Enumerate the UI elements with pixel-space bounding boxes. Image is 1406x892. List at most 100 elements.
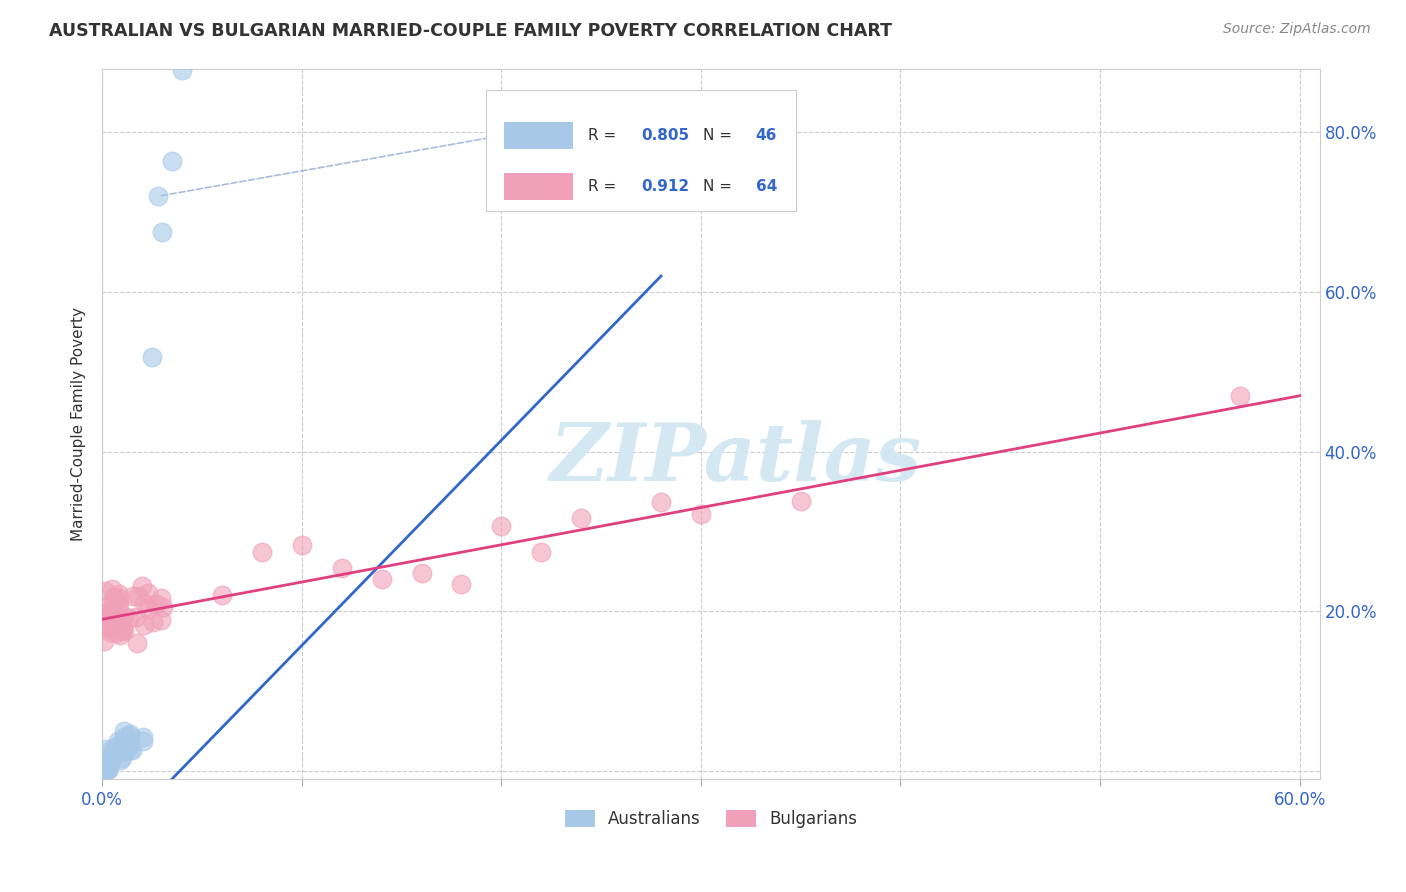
- Point: [118, 611, 141, 625]
- Point: [94, 762, 117, 776]
- Point: [127, 636, 149, 650]
- Point: [111, 623, 134, 637]
- Point: [114, 744, 136, 758]
- Point: [108, 738, 131, 752]
- Point: [108, 587, 131, 601]
- Point: [170, 63, 193, 78]
- Point: [97, 762, 120, 776]
- Point: [100, 613, 122, 627]
- Point: [330, 561, 353, 575]
- Point: [150, 591, 173, 606]
- Point: [530, 545, 553, 559]
- Point: [108, 753, 131, 767]
- Legend: Australians, Bulgarians: Australians, Bulgarians: [558, 803, 863, 835]
- Point: [650, 495, 672, 509]
- Point: [94, 584, 117, 599]
- Point: [97, 743, 120, 757]
- Point: [93, 634, 115, 648]
- Point: [104, 744, 127, 758]
- Point: [107, 599, 129, 613]
- Point: [120, 729, 142, 743]
- Point: [145, 597, 167, 611]
- Point: [96, 756, 118, 770]
- Point: [107, 615, 129, 629]
- Point: [98, 597, 121, 611]
- Point: [111, 744, 134, 758]
- Point: [110, 628, 132, 642]
- Point: [132, 730, 155, 744]
- Point: [93, 756, 115, 770]
- Point: [118, 739, 141, 753]
- Point: [98, 621, 121, 635]
- Point: [789, 493, 811, 508]
- Point: [103, 606, 125, 620]
- Point: [108, 619, 131, 633]
- Point: [96, 762, 118, 776]
- Point: [96, 610, 118, 624]
- Point: [131, 579, 153, 593]
- Point: [690, 508, 713, 522]
- Point: [122, 589, 145, 603]
- Point: [160, 154, 183, 169]
- Point: [112, 624, 135, 639]
- Text: ZIPatlas: ZIPatlas: [550, 420, 921, 498]
- Point: [146, 189, 169, 203]
- Point: [100, 754, 122, 768]
- Point: [291, 538, 314, 552]
- Point: [150, 614, 173, 628]
- Point: [111, 744, 134, 758]
- Point: [114, 739, 136, 753]
- Point: [370, 572, 392, 586]
- Point: [118, 742, 141, 756]
- Point: [112, 730, 135, 744]
- Point: [120, 727, 142, 741]
- Point: [411, 566, 433, 580]
- Point: [101, 607, 124, 621]
- Point: [136, 585, 159, 599]
- Point: [100, 582, 122, 596]
- Point: [108, 596, 131, 610]
- Point: [104, 739, 127, 754]
- Point: [100, 606, 122, 620]
- Point: [93, 756, 115, 771]
- Point: [132, 618, 155, 632]
- Text: AUSTRALIAN VS BULGARIAN MARRIED-COUPLE FAMILY POVERTY CORRELATION CHART: AUSTRALIAN VS BULGARIAN MARRIED-COUPLE F…: [49, 22, 893, 40]
- Point: [132, 733, 155, 747]
- Point: [108, 591, 131, 605]
- Point: [97, 762, 120, 776]
- Point: [491, 518, 513, 533]
- Point: [112, 739, 135, 753]
- Point: [94, 619, 117, 633]
- Point: [569, 511, 592, 525]
- Point: [111, 621, 134, 635]
- Point: [98, 624, 121, 639]
- Point: [98, 610, 121, 624]
- Point: [104, 626, 127, 640]
- Point: [93, 762, 115, 776]
- Point: [125, 610, 148, 624]
- Point: [107, 734, 129, 748]
- Point: [97, 755, 120, 769]
- Point: [152, 599, 174, 614]
- Point: [98, 604, 121, 618]
- Point: [100, 747, 122, 761]
- Point: [142, 615, 165, 629]
- Point: [127, 590, 149, 604]
- Point: [121, 743, 143, 757]
- Point: [94, 741, 117, 756]
- Point: [141, 351, 163, 365]
- Point: [93, 753, 115, 767]
- Y-axis label: Married-Couple Family Poverty: Married-Couple Family Poverty: [72, 307, 86, 541]
- Point: [132, 596, 155, 610]
- Point: [1229, 389, 1251, 403]
- Point: [100, 750, 122, 764]
- Text: Source: ZipAtlas.com: Source: ZipAtlas.com: [1223, 22, 1371, 37]
- Point: [101, 597, 124, 611]
- Point: [97, 611, 120, 625]
- Point: [98, 615, 121, 629]
- Point: [110, 613, 132, 627]
- Point: [211, 589, 233, 603]
- Point: [118, 736, 141, 750]
- Point: [103, 749, 125, 764]
- Point: [103, 590, 125, 604]
